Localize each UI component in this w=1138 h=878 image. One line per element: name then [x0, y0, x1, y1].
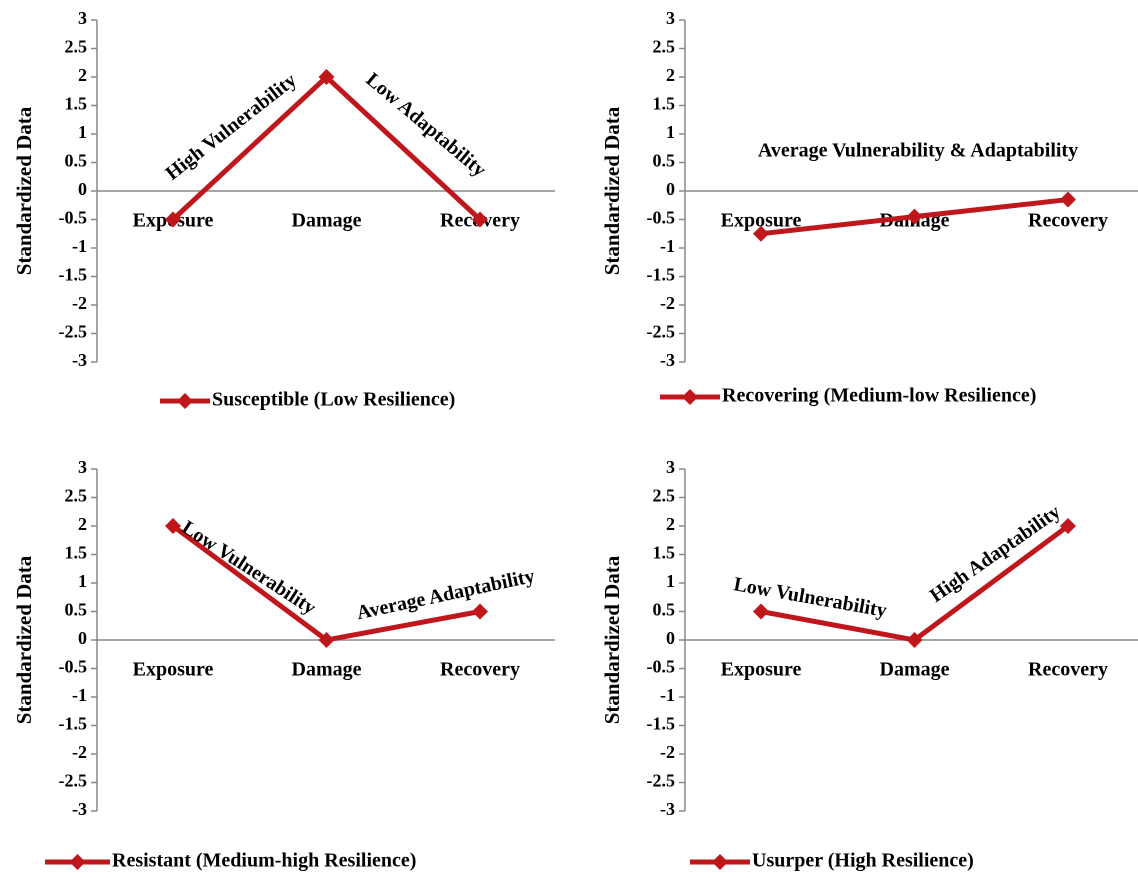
marker — [69, 854, 86, 870]
marker — [753, 225, 769, 242]
marker — [753, 603, 769, 620]
y-tick-label: 1 — [666, 122, 675, 142]
panel: 3 2.5 2 1.5 1 0.5 0 -0.5 -1 -1.5 -2 -2.5 -3 Standardi… — [600, 457, 1138, 872]
marker — [906, 208, 923, 225]
y-tick-label: 1.5 — [65, 94, 88, 114]
y-tick-label: 3 — [666, 8, 675, 28]
y-tick-label: -1.5 — [59, 714, 88, 734]
y-tick-label: 0 — [666, 628, 675, 648]
legend-label: Resistant (Medium-high Resilience) — [112, 850, 416, 872]
y-tick-label: -2.5 — [647, 322, 676, 342]
x-tick-label: Damage — [880, 659, 950, 681]
x-tick-label: Recovery — [1028, 210, 1108, 232]
y-tick-label: -0.5 — [59, 657, 88, 677]
y-tick-label: -2.5 — [59, 322, 88, 342]
y-tick-label: 2 — [78, 65, 87, 85]
y-tick-label: 2 — [666, 514, 675, 534]
annotation: Low Vulnerability — [178, 516, 320, 619]
y-tick-label: -3 — [72, 799, 87, 819]
y-tick-label: -1 — [660, 236, 675, 256]
y-tick-label: 2.5 — [65, 486, 88, 506]
y-tick-label: 1.5 — [65, 543, 88, 563]
y-tick-label: -3 — [72, 350, 87, 370]
y-axis-label: Standardized Data — [12, 555, 36, 724]
y-tick-label: -2 — [660, 742, 675, 762]
y-tick-label: 2 — [666, 65, 675, 85]
y-tick-label: -2 — [72, 293, 87, 313]
y-tick-label: 2.5 — [653, 37, 676, 57]
y-tick-label: 0 — [78, 628, 87, 648]
y-tick-label: -1.5 — [59, 265, 88, 285]
y-tick-label: 0 — [78, 179, 87, 199]
y-tick-label: 2.5 — [653, 486, 676, 506]
y-axis-label: Standardized Data — [600, 106, 624, 275]
marker — [165, 518, 181, 534]
y-tick-label: -2.5 — [647, 771, 676, 791]
marker — [712, 854, 728, 870]
y-tick-label: 2 — [78, 514, 87, 534]
marker — [472, 603, 488, 620]
panel: 3 2.5 2 1.5 1 0.5 0 -0.5 -1 -1.5 -2 -2.5 -3 Standardi… — [600, 8, 1138, 407]
y-tick-label: -0.5 — [59, 208, 88, 228]
x-tick-label: Exposure — [721, 659, 802, 681]
x-tick-label: Recovery — [440, 659, 520, 681]
y-tick-label: 3 — [666, 457, 675, 477]
marker — [906, 632, 923, 648]
y-tick-label: 0 — [666, 179, 675, 199]
y-tick-label: 2.5 — [65, 37, 88, 57]
y-tick-label: 0.5 — [65, 600, 88, 620]
annotation: High Adaptability — [926, 501, 1065, 607]
x-tick-label: Exposure — [133, 659, 214, 681]
y-tick-label: -0.5 — [647, 657, 676, 677]
marker — [318, 69, 335, 85]
x-tick-label: Exposure — [721, 210, 802, 232]
y-tick-label: 0.5 — [653, 151, 676, 171]
marker — [682, 389, 698, 405]
x-tick-label: Damage — [292, 659, 362, 681]
y-tick-label: 0.5 — [653, 600, 676, 620]
panel: 3 2.5 2 1.5 1 0.5 0 -0.5 -1 -1.5 -2 -2.5 -3 Standardi… — [12, 8, 555, 411]
y-axis-label: Standardized Data — [12, 106, 36, 275]
marker — [472, 211, 488, 228]
marker — [1060, 191, 1076, 208]
legend-label: Recovering (Medium-low Resilience) — [722, 385, 1036, 407]
y-tick-label: -3 — [660, 350, 675, 370]
y-tick-label: -1.5 — [647, 265, 676, 285]
y-tick-label: 0.5 — [65, 151, 88, 171]
x-tick-label: Recovery — [1028, 659, 1108, 681]
panel: 3 2.5 2 1.5 1 0.5 0 -0.5 -1 -1.5 -2 -2.5 -3 Standardi… — [12, 457, 555, 872]
marker — [318, 632, 335, 648]
y-tick-label: -1 — [660, 685, 675, 705]
x-tick-label: Damage — [292, 210, 362, 232]
y-tick-label: 1 — [666, 571, 675, 591]
annotation: Low Vulnerability — [732, 573, 889, 622]
legend-label: Susceptible (Low Resilience) — [212, 389, 455, 411]
y-tick-label: -2 — [660, 293, 675, 313]
y-tick-label: -0.5 — [647, 208, 676, 228]
y-axis-label: Standardized Data — [600, 555, 624, 724]
marker — [1060, 518, 1076, 534]
y-tick-label: -2 — [72, 742, 87, 762]
annotation: Average Vulnerability & Adaptability — [758, 140, 1078, 162]
legend-label: Usurper (High Resilience) — [752, 850, 974, 872]
marker — [177, 393, 193, 409]
y-tick-label: -3 — [660, 799, 675, 819]
y-tick-label: 3 — [78, 8, 87, 28]
y-tick-label: 1 — [78, 571, 87, 591]
y-tick-label: -1 — [72, 685, 87, 705]
y-tick-label: -1.5 — [647, 714, 676, 734]
y-tick-label: 1 — [78, 122, 87, 142]
marker — [165, 211, 181, 228]
y-tick-label: -1 — [72, 236, 87, 256]
y-tick-label: 1.5 — [653, 94, 676, 114]
y-tick-label: 1.5 — [653, 543, 676, 563]
y-tick-label: -2.5 — [59, 771, 88, 791]
y-tick-label: 3 — [78, 457, 87, 477]
